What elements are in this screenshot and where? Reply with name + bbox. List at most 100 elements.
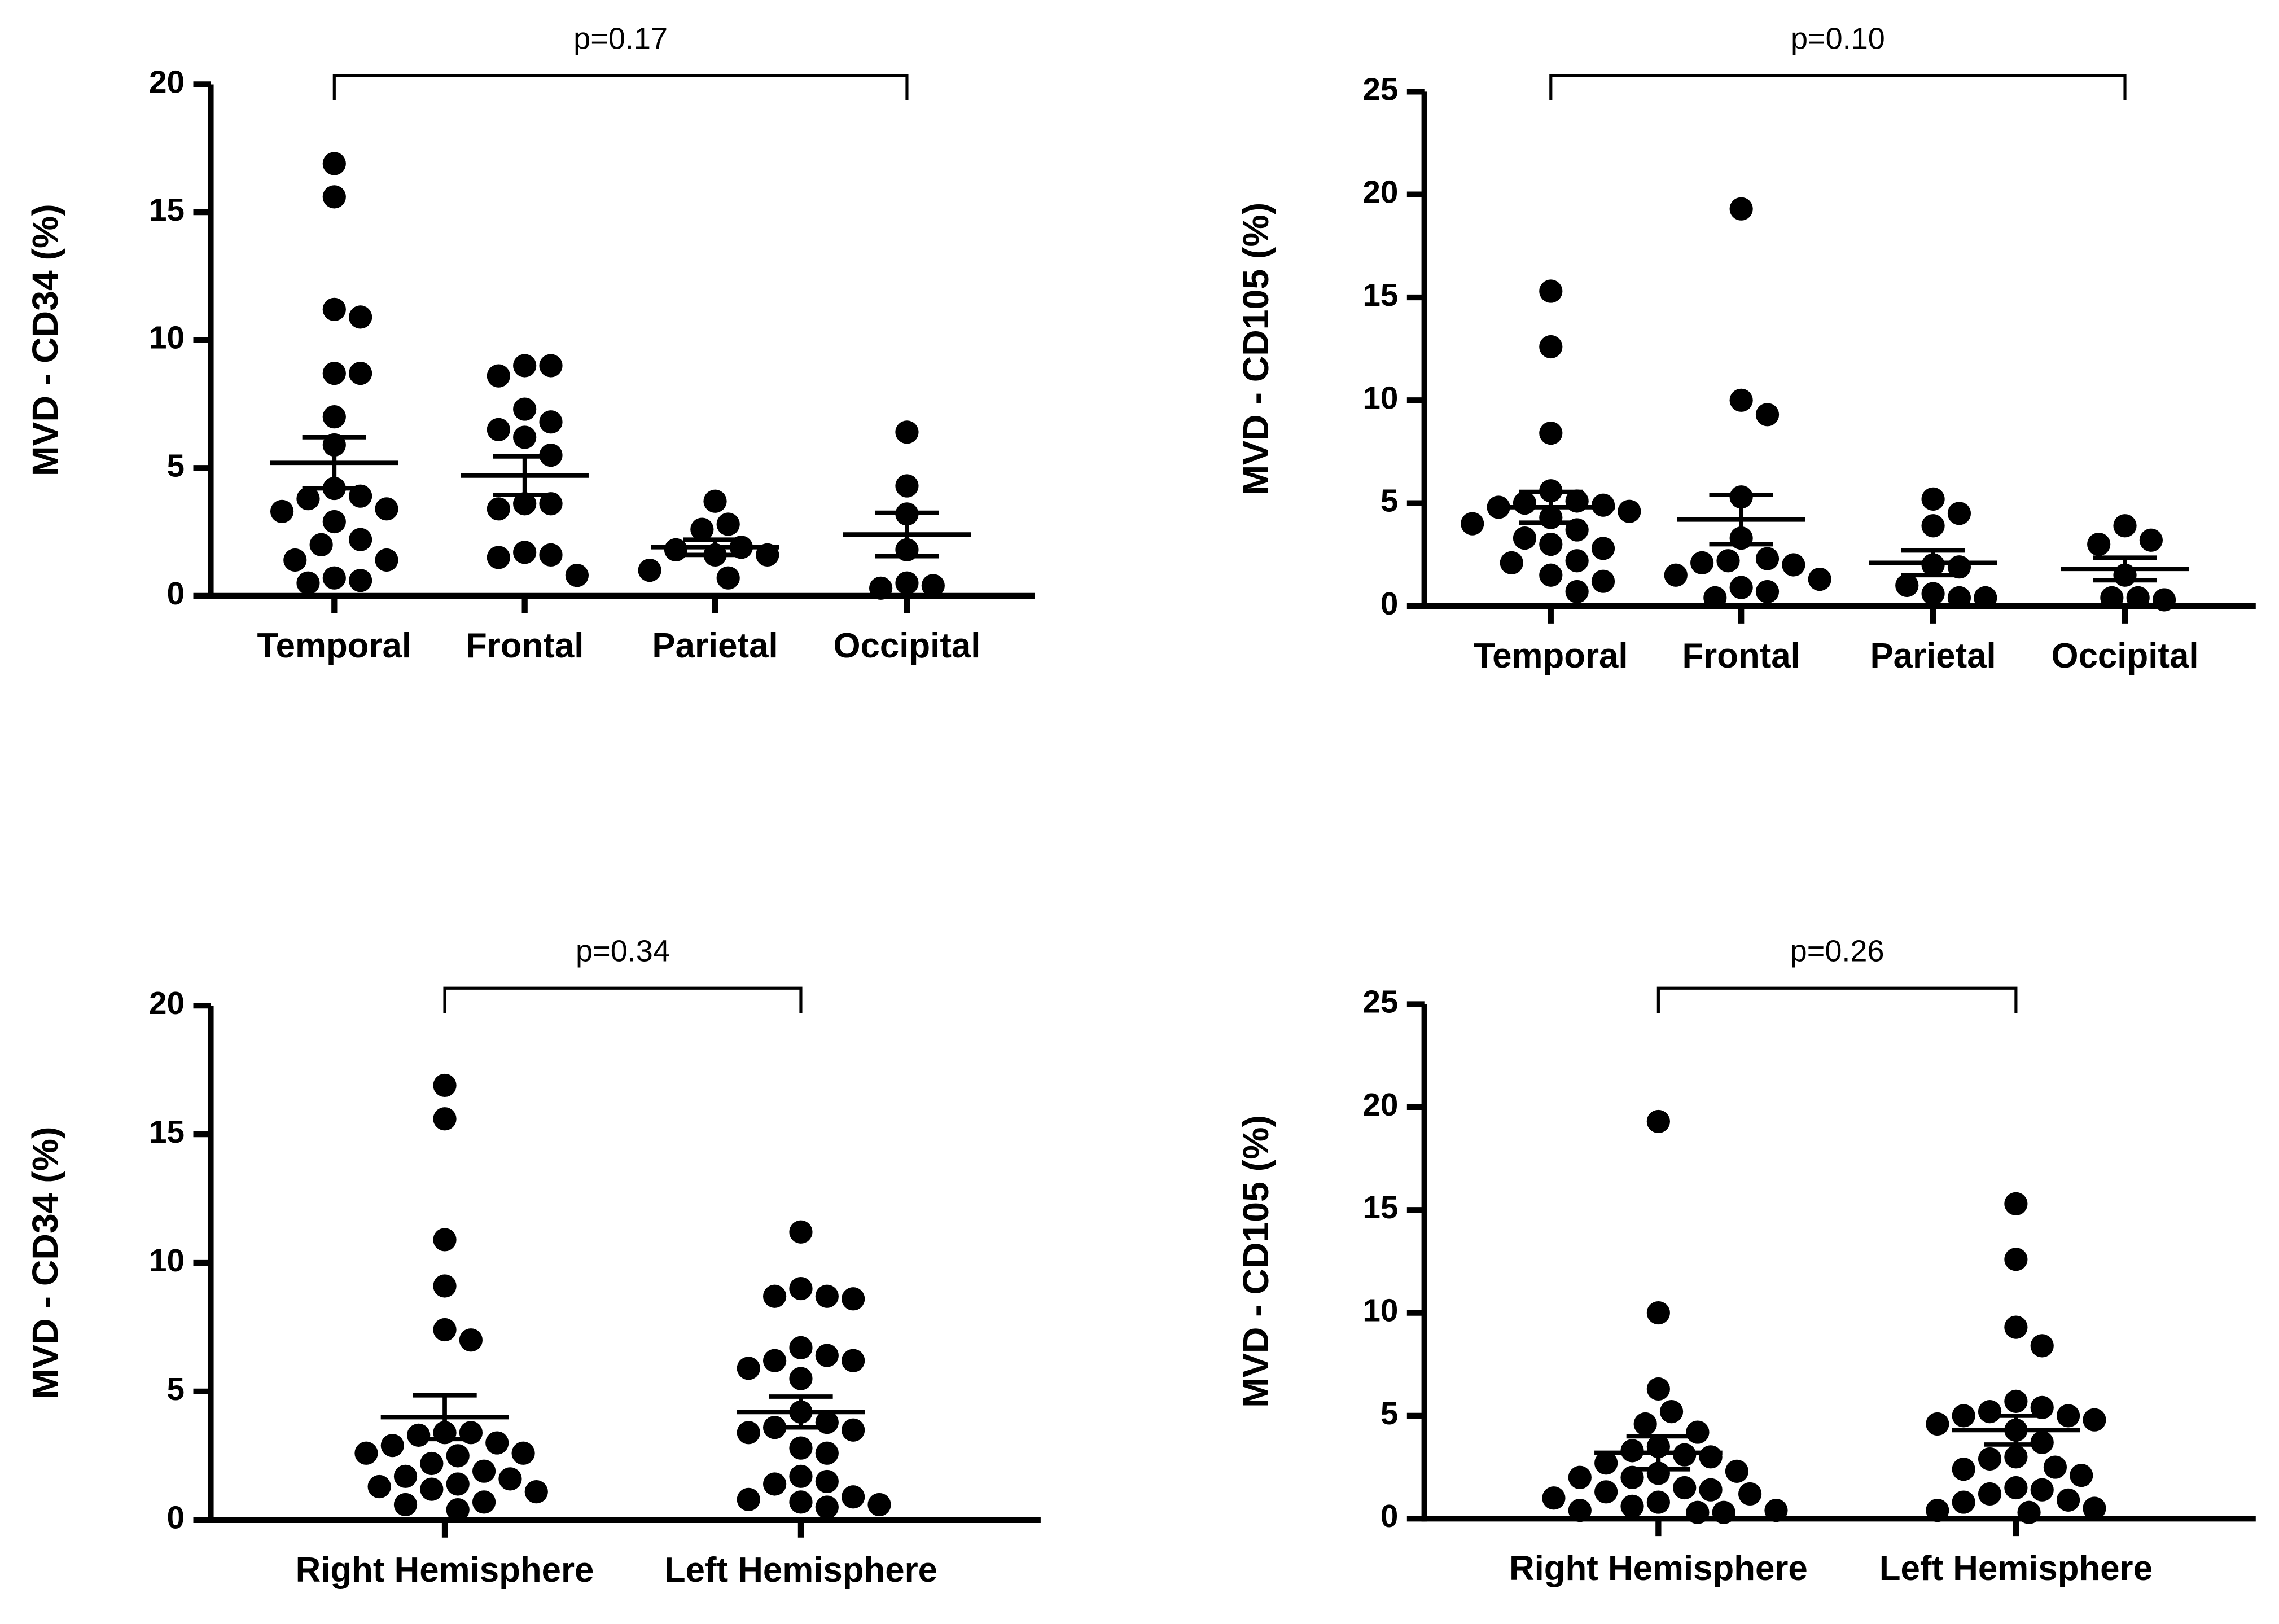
data-point	[815, 1344, 839, 1367]
data-point	[789, 1276, 813, 1301]
data-point	[716, 512, 740, 536]
data-point	[895, 571, 919, 595]
x-tick-label: Occipital	[2052, 637, 2199, 675]
data-point	[487, 546, 510, 569]
y-tick-label: 20	[1362, 175, 1398, 210]
y-tick-label: 20	[149, 986, 185, 1021]
significance-bracket	[332, 74, 909, 100]
x-tick-label: Temporal	[1474, 637, 1628, 675]
annotation: p=0.34	[576, 934, 670, 968]
error-bar	[413, 1393, 477, 1442]
data-point	[322, 297, 346, 321]
data-point	[296, 571, 320, 595]
y-tick-label: 0	[1380, 586, 1399, 622]
data-point	[921, 574, 945, 598]
error-bar	[2093, 555, 2157, 583]
data-point	[1461, 512, 1484, 536]
data-point	[433, 1073, 457, 1098]
y-tick-label: 15	[149, 1114, 185, 1150]
data-point	[485, 1431, 509, 1455]
error-bar	[302, 435, 366, 491]
data-point	[433, 1107, 457, 1131]
data-point	[842, 1485, 865, 1509]
data-point	[393, 1464, 418, 1488]
data-point	[895, 420, 919, 444]
data-point	[2139, 528, 2163, 552]
data-point	[1729, 197, 1753, 221]
data-point	[789, 1336, 813, 1359]
y-tick-label: 5	[167, 1372, 185, 1407]
data-point	[539, 492, 563, 516]
data-point	[420, 1477, 444, 1501]
data-point	[1755, 403, 1780, 427]
data-point	[2004, 1476, 2028, 1500]
data-point	[349, 362, 372, 385]
data-point	[1539, 422, 1563, 445]
data-point	[2017, 1500, 2041, 1524]
y-axis-label: MVD - CD34 (%)	[25, 204, 65, 476]
data-point	[322, 405, 346, 429]
data-point	[513, 541, 537, 564]
error-bar	[1709, 493, 1773, 547]
data-point	[1646, 1490, 1670, 1514]
data-point	[737, 1487, 760, 1511]
data-point	[2004, 1315, 2028, 1339]
data-point	[1539, 279, 1563, 303]
data-point	[1565, 580, 1589, 604]
x-tick-label: Frontal	[1682, 637, 1800, 675]
data-point	[664, 538, 688, 561]
y-tick-label: 20	[149, 64, 185, 100]
data-point	[2043, 1455, 2067, 1479]
data-point	[1978, 1399, 2002, 1424]
data-point	[322, 185, 346, 209]
data-point	[2030, 1478, 2054, 1502]
data-point	[1978, 1447, 2002, 1471]
data-point	[1568, 1465, 1592, 1489]
data-point	[283, 548, 307, 572]
data-point	[375, 497, 398, 521]
data-point	[1921, 582, 1945, 605]
data-point	[1699, 1445, 1723, 1469]
data-point	[2113, 514, 2137, 538]
data-point	[1646, 1377, 1670, 1401]
data-point	[1716, 549, 1740, 573]
data-point	[789, 1490, 813, 1514]
data-point	[867, 1493, 891, 1517]
data-point	[2056, 1488, 2080, 1512]
data-point	[1952, 1404, 1975, 1428]
data-point	[322, 362, 346, 385]
data-point	[487, 418, 510, 441]
data-point	[1921, 514, 1945, 538]
error-bar	[875, 510, 939, 559]
data-point	[446, 1498, 470, 1522]
data-point	[2152, 588, 2176, 612]
data-point	[420, 1451, 444, 1476]
data-point	[487, 497, 510, 521]
data-point	[498, 1467, 522, 1491]
data-point	[2087, 532, 2111, 556]
data-point	[763, 1349, 787, 1372]
data-point	[1594, 1451, 1618, 1475]
data-point	[1686, 1420, 1710, 1444]
data-point	[1620, 1465, 1644, 1489]
y-tick-label: 10	[1362, 1293, 1398, 1329]
data-point	[690, 517, 714, 541]
data-point	[842, 1418, 865, 1442]
data-point	[2126, 586, 2150, 609]
error-bar	[683, 537, 747, 558]
data-point	[1978, 1482, 2002, 1506]
data-point	[1895, 573, 1919, 598]
data-point	[1952, 1490, 1975, 1514]
data-point	[1568, 1499, 1592, 1522]
data-point	[309, 533, 333, 556]
data-point	[375, 548, 398, 572]
data-point	[1755, 547, 1780, 570]
data-point	[322, 152, 346, 175]
data-point	[2083, 1496, 2106, 1520]
data-point	[1808, 567, 1831, 591]
data-point	[433, 1228, 457, 1252]
data-point	[815, 1469, 839, 1494]
data-point	[472, 1459, 496, 1483]
data-point	[322, 510, 346, 534]
